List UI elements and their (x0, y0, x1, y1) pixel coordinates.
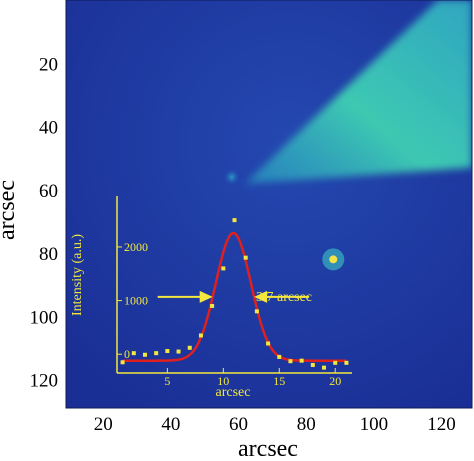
outer-x-tick-label: 120 (427, 414, 456, 435)
heatmap-frame (65, 0, 473, 409)
heatmap-bright-source (329, 255, 338, 264)
inset-data-point (198, 333, 203, 338)
inset-data-point (288, 359, 293, 364)
inset-plot: 5 10 15 20 0 1000 2000 3.7 arcsec arcsec Inten… (70, 196, 352, 400)
fwhm-right-arrow-head (254, 290, 268, 303)
outer-y-axis-label: arcsec (0, 180, 20, 240)
inset-data-point (120, 360, 125, 365)
fwhm-left-arrow-head (199, 290, 213, 303)
inset-x-tick-label: 15 (273, 374, 285, 388)
inset-axes (116, 196, 352, 374)
outer-x-tick-label: 60 (229, 414, 248, 435)
inset-data-point (232, 218, 237, 223)
inset-data-point (210, 303, 215, 308)
outer-y-tick-label: 20 (39, 54, 58, 75)
outer-y-tick-label: 80 (39, 244, 58, 265)
fwhm-annotation: 3.7 arcsec (256, 290, 312, 305)
inset-x-axis-label: arcsec (216, 385, 251, 400)
inset-x-tick-label: 20 (329, 374, 341, 388)
inset-data-point (254, 309, 259, 314)
inset-data-point (142, 352, 147, 357)
inset-data-point (322, 365, 327, 370)
fwhm-arrows (157, 290, 310, 303)
outer-x-tick-label: 100 (360, 414, 389, 435)
gaussian-fit-curve (122, 231, 347, 362)
inset-data-point (154, 351, 159, 356)
heatmap-fan-emission (245, 0, 472, 184)
inset-tick-labels: 5 10 15 20 0 1000 2000 (117, 240, 341, 388)
outer-x-axis-label: arcsec (238, 436, 298, 461)
inset-data-point (333, 360, 338, 365)
inset-data-point (310, 362, 315, 367)
inset-y-tick-label: 1000 (124, 294, 148, 308)
inset-data-point (344, 360, 349, 365)
heatmap-image (66, 0, 472, 408)
outer-x-tick-label: 40 (161, 414, 180, 435)
inset-data-point (187, 345, 192, 350)
outer-y-tick-label: 120 (30, 371, 59, 392)
inset-data-point (176, 349, 181, 354)
inset-data-point (299, 358, 304, 363)
inset-data-point (266, 341, 271, 346)
outer-x-tick-label: 80 (297, 414, 316, 435)
inset-data-point (131, 351, 136, 356)
inset-x-tick-label: 5 (164, 374, 170, 388)
outer-y-tick-label: 60 (39, 181, 58, 202)
outer-x-tick-label: 20 (94, 414, 113, 435)
outer-y-ticks: 20 40 60 80 100 120 (30, 54, 59, 391)
inset-data-point (165, 349, 170, 354)
heatmap-faint-source (222, 168, 241, 187)
inset-y-axis-label: Intensity (a.u.) (70, 234, 85, 316)
inset-data-point (243, 255, 248, 260)
inset-x-tick-label: 10 (217, 374, 229, 388)
inset-y-tick-label: 2000 (124, 240, 148, 254)
outer-y-tick-label: 40 (39, 118, 58, 139)
inset-data-points (120, 218, 349, 370)
outer-x-ticks: 20 40 60 80 100 120 (94, 414, 456, 435)
outer-y-tick-label: 100 (30, 307, 59, 328)
inset-data-point (221, 266, 226, 271)
inset-data-point (277, 354, 282, 359)
inset-y-tick-label: 0 (124, 347, 130, 361)
